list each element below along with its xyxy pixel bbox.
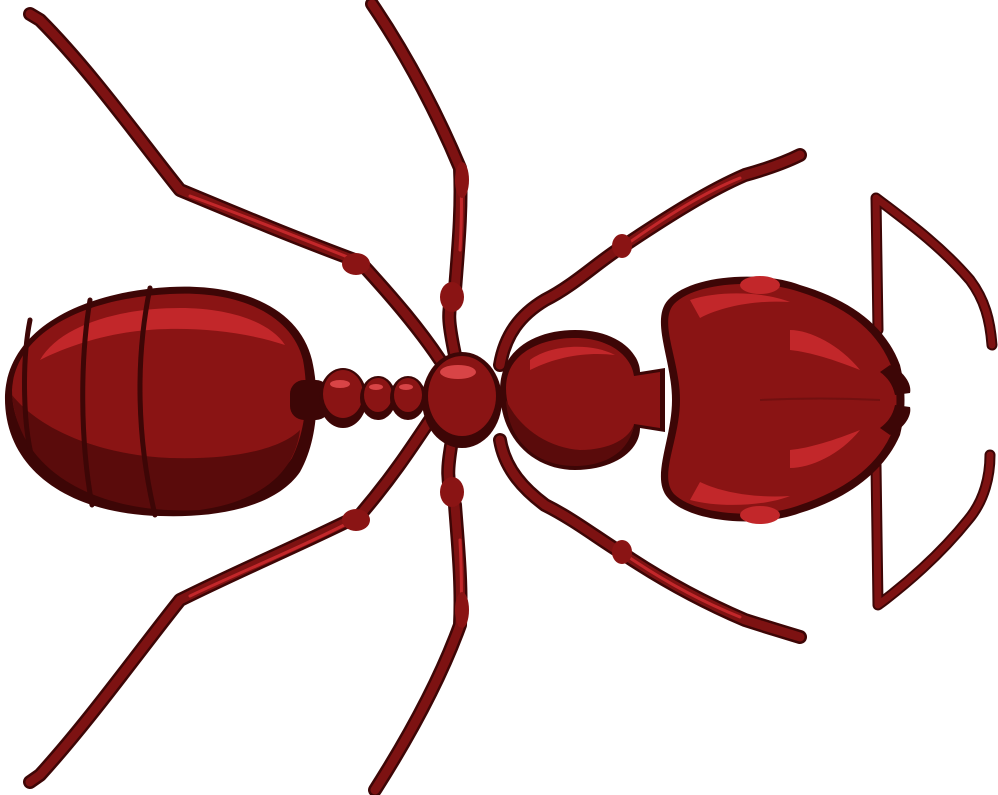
eye-top [740,276,780,294]
antenna-bottom [870,449,996,611]
left-rear-leg-bottom [23,413,437,789]
eye-bottom [740,506,780,524]
left-rear-leg-top [23,7,447,367]
antennae [870,192,998,611]
antenna-top [870,192,998,351]
legs [23,0,807,795]
ant-abdomen [4,285,317,518]
mandible-top [880,365,911,395]
ant-waist [290,368,426,428]
leg-joints [342,162,632,628]
ant-head [660,276,911,524]
ant-thorax [422,330,665,470]
mandible-bottom [880,405,911,435]
